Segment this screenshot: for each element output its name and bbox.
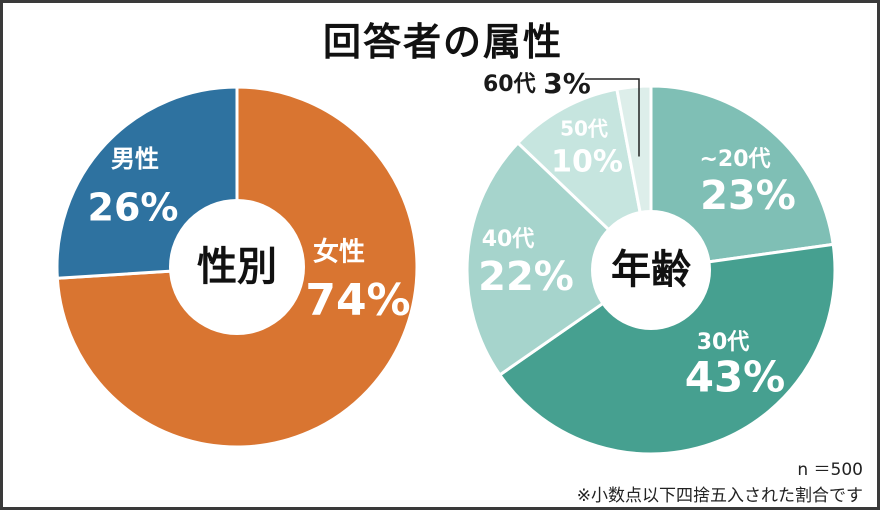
age-value-2: 22% [478,254,574,300]
age-slice-1 [498,242,837,456]
age-slice-2 [465,141,653,377]
age-value-0: 23% [700,173,796,219]
gender-value-0: 74% [305,275,410,326]
rounding-note: ※小数点以下四捨五入された割合です [576,486,863,506]
age-center-hole [591,210,711,330]
age-label-0: ~20代 [699,147,770,172]
gender-center-label: 性別 [197,244,277,290]
age-leader-line [585,78,640,157]
age-label-3: 50代 [560,117,608,141]
gender-label-0: 女性 [313,237,365,268]
sample-size-note: n ＝500 [797,460,863,480]
age-value-3: 10% [551,145,623,180]
gender-value-1: 26% [88,186,179,230]
age-label-2: 40代 [482,227,535,252]
gender-label-1: 男性 [111,145,159,173]
age-slice-0 [649,84,835,272]
age-center-label: 年齢 [611,247,691,293]
gender-center-hole [169,199,305,335]
age-label-1: 30代 [697,330,750,355]
age-value-1: 43% [685,353,786,402]
chart-title: 回答者の属性 [322,20,563,64]
age-label-4: 60代 3% [483,67,591,100]
